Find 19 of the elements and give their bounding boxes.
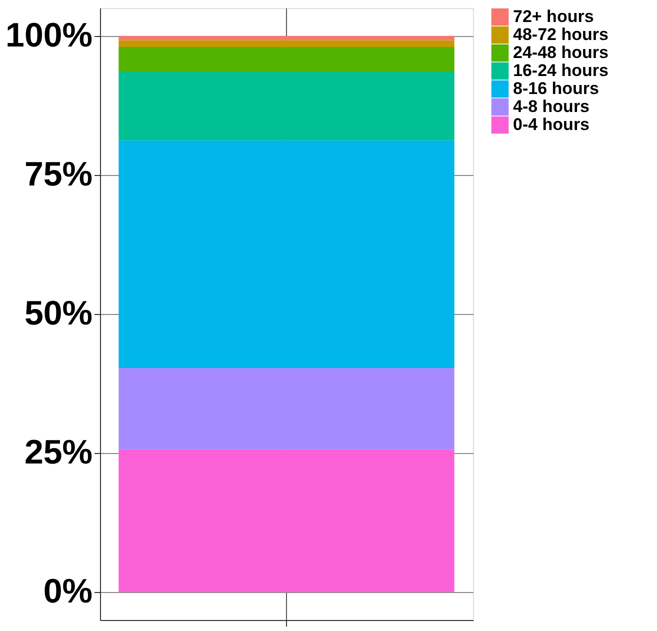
bar [118,36,454,40]
y-tick-label: 50% [24,294,92,332]
legend-label: 72+ hours [513,7,594,26]
legend-label: 0-4 hours [513,115,590,134]
bar [118,40,454,47]
y-tick-label: 25% [24,434,92,472]
bar [118,140,454,368]
legend-label: 16-24 hours [513,61,608,80]
legend-label: 8-16 hours [513,79,599,98]
legend-label: 4-8 hours [513,97,590,116]
y-tick-label: 0% [43,572,92,611]
y-tick-label: 75% [24,155,92,194]
bar [118,46,454,72]
bar [118,449,454,592]
legend-label: 48-72 hours [513,25,608,44]
y-tick-label: 100% [6,16,92,54]
bar [118,72,454,140]
bar [118,368,454,450]
legend-label: 24-48 hours [513,43,608,62]
